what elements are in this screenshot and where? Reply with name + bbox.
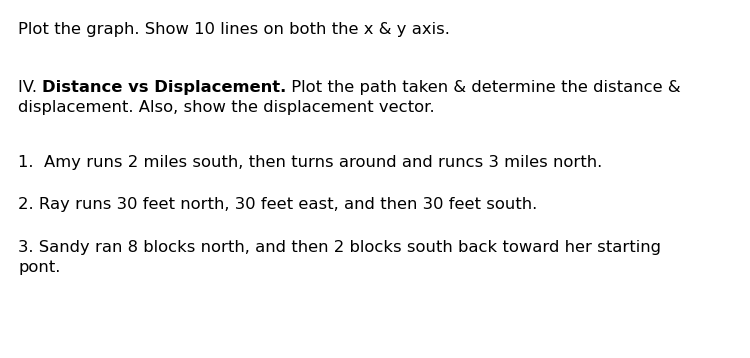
Text: 2. Ray runs 30 feet north, 30 feet east, and then 30 feet south.: 2. Ray runs 30 feet north, 30 feet east,… [18, 197, 537, 212]
Text: IV.: IV. [18, 80, 42, 95]
Text: 1.  Amy runs 2 miles south, then turns around and runcs 3 miles north.: 1. Amy runs 2 miles south, then turns ar… [18, 155, 602, 170]
Text: pont.: pont. [18, 260, 60, 275]
Text: Plot the graph. Show 10 lines on both the x & y axis.: Plot the graph. Show 10 lines on both th… [18, 22, 450, 37]
Text: displacement. Also, show the displacement vector.: displacement. Also, show the displacemen… [18, 100, 435, 115]
Text: Plot the path taken & determine the distance &: Plot the path taken & determine the dist… [286, 80, 681, 95]
Text: Distance vs Displacement.: Distance vs Displacement. [42, 80, 286, 95]
Text: 3. Sandy ran 8 blocks north, and then 2 blocks south back toward her starting: 3. Sandy ran 8 blocks north, and then 2 … [18, 240, 661, 255]
